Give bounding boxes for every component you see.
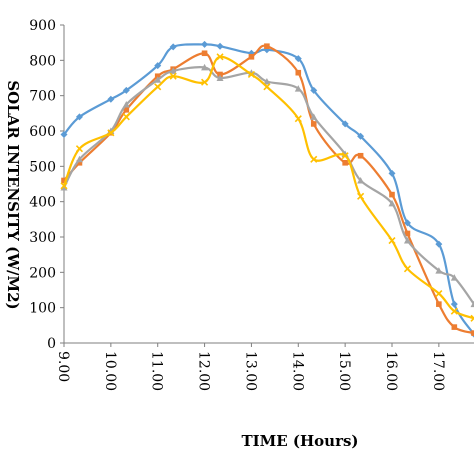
data-point bbox=[122, 113, 130, 121]
data-point bbox=[310, 86, 318, 94]
data-point bbox=[450, 300, 458, 308]
plot-area bbox=[63, 25, 474, 344]
data-point bbox=[435, 267, 443, 274]
data-point bbox=[154, 62, 162, 70]
x-axis-ticks: 9.00 10.00 11.00 12.00 13.00 14.00 15.00 16.00 1… bbox=[55, 343, 446, 391]
series-line bbox=[62, 55, 474, 320]
data-point bbox=[123, 107, 130, 113]
y-tick-label: 800 bbox=[29, 53, 56, 69]
data-point bbox=[450, 307, 458, 315]
data-point bbox=[294, 115, 302, 123]
y-axis-ticks: 0 100 200 300 400 500 600 700 800 900 bbox=[29, 18, 64, 352]
data-point bbox=[60, 184, 68, 191]
data-point bbox=[470, 314, 474, 322]
data-point bbox=[295, 69, 302, 76]
x-tick-label: 17.00 bbox=[430, 351, 446, 391]
data-point bbox=[122, 101, 130, 108]
data-point bbox=[60, 182, 68, 190]
data-point bbox=[357, 192, 365, 200]
data-point bbox=[388, 169, 396, 177]
data-point bbox=[341, 120, 349, 128]
x-tick-label: 10.00 bbox=[102, 351, 118, 391]
data-point bbox=[216, 74, 224, 81]
data-point bbox=[201, 50, 208, 57]
y-axis-title: SOLAR INTENSITY (W/M2) bbox=[4, 80, 22, 309]
data-point bbox=[107, 95, 115, 103]
y-tick-label: 200 bbox=[29, 265, 56, 281]
x-tick-label: 14.00 bbox=[289, 351, 305, 391]
x-tick-label: 9.00 bbox=[55, 351, 71, 382]
data-point bbox=[310, 121, 317, 127]
data-point bbox=[388, 236, 396, 245]
data-point bbox=[247, 70, 255, 79]
data-point bbox=[403, 237, 411, 244]
data-point bbox=[389, 191, 395, 198]
data-point bbox=[75, 145, 84, 153]
data-point bbox=[201, 63, 209, 71]
data-point bbox=[169, 72, 177, 80]
x-tick-label: 15.00 bbox=[336, 351, 352, 391]
x-tick-label: 16.00 bbox=[383, 351, 399, 391]
data-point bbox=[357, 152, 364, 159]
data-point bbox=[403, 265, 412, 273]
data-point bbox=[216, 42, 224, 50]
x-axis-title: TIME (Hours) bbox=[241, 432, 358, 450]
y-tick-label: 400 bbox=[29, 195, 56, 211]
data-point bbox=[263, 78, 271, 85]
data-point bbox=[154, 73, 161, 80]
data-point bbox=[154, 76, 162, 83]
data-point bbox=[403, 219, 411, 227]
data-point bbox=[310, 155, 318, 163]
y-tick-label: 100 bbox=[29, 301, 56, 317]
data-point bbox=[248, 54, 255, 60]
data-point bbox=[357, 176, 365, 184]
data-point bbox=[76, 160, 83, 166]
series-4 bbox=[60, 53, 474, 322]
series-2 bbox=[61, 43, 474, 336]
data-point bbox=[341, 152, 349, 160]
data-point bbox=[75, 113, 83, 121]
data-point bbox=[201, 40, 209, 48]
data-point bbox=[75, 155, 83, 163]
data-point bbox=[60, 131, 68, 139]
data-point bbox=[435, 289, 443, 298]
data-point bbox=[216, 53, 224, 61]
data-point bbox=[435, 240, 443, 248]
y-tick-label: 600 bbox=[29, 124, 56, 140]
y-tick-label: 700 bbox=[29, 89, 56, 105]
data-point bbox=[154, 83, 162, 91]
series-1 bbox=[60, 40, 474, 338]
data-point bbox=[451, 324, 458, 330]
data-point bbox=[404, 230, 411, 237]
data-point bbox=[263, 83, 271, 91]
data-point bbox=[201, 78, 209, 86]
data-point bbox=[107, 129, 115, 137]
data-point bbox=[122, 86, 130, 94]
x-tick-label: 12.00 bbox=[196, 351, 212, 391]
data-point bbox=[61, 177, 67, 184]
data-point bbox=[169, 43, 177, 51]
data-point bbox=[294, 85, 302, 92]
data-point bbox=[217, 71, 223, 78]
y-tick-label: 500 bbox=[29, 159, 56, 175]
y-tick-label: 900 bbox=[29, 18, 56, 34]
data-point bbox=[169, 67, 177, 74]
data-point bbox=[357, 132, 365, 140]
data-point bbox=[436, 301, 442, 307]
x-tick-label: 13.00 bbox=[242, 351, 258, 391]
x-tick-label: 11.00 bbox=[149, 351, 165, 391]
data-point bbox=[388, 199, 396, 207]
data-point bbox=[470, 300, 474, 308]
y-tick-label: 300 bbox=[29, 230, 56, 246]
data-point bbox=[294, 55, 302, 63]
data-point bbox=[264, 43, 270, 49]
data-point bbox=[310, 113, 318, 120]
data-point bbox=[471, 330, 474, 336]
series-3 bbox=[60, 63, 474, 308]
series-layer bbox=[60, 40, 474, 338]
data-point bbox=[450, 274, 458, 281]
y-tick-label: 0 bbox=[47, 336, 56, 352]
data-point bbox=[342, 160, 348, 166]
